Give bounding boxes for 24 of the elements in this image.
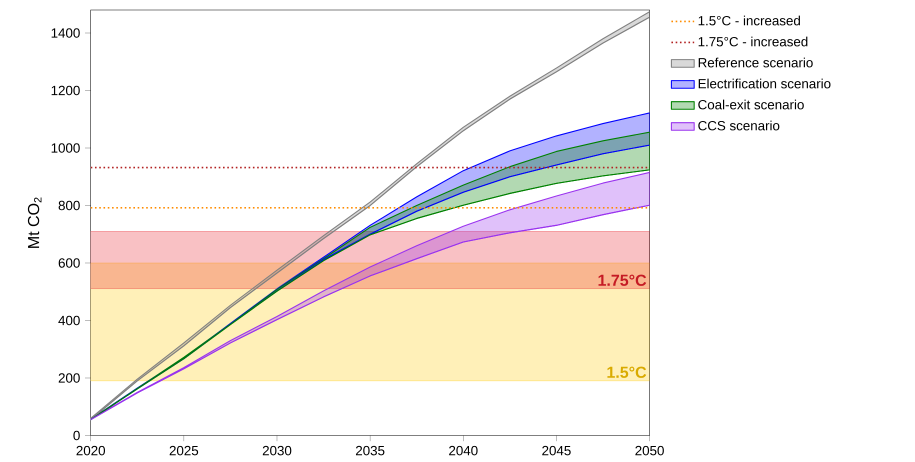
x-tick-label: 2020 bbox=[76, 446, 106, 456]
legend-label: 1.75°C - increased bbox=[698, 36, 808, 46]
y-tick-label: 1200 bbox=[52, 86, 80, 96]
y-tick-label: 400 bbox=[58, 316, 80, 326]
y-tick-label: 200 bbox=[58, 373, 80, 383]
legend-label: Reference scenario bbox=[698, 58, 813, 68]
legend-label: 1.5°C - increased bbox=[698, 16, 800, 26]
band-label: 1.5°C bbox=[607, 366, 646, 378]
x-tick-label: 2050 bbox=[635, 446, 664, 456]
x-tick-label: 2025 bbox=[170, 446, 198, 456]
y-tick-label: 1400 bbox=[52, 28, 80, 38]
x-tick-label: 2045 bbox=[542, 446, 571, 456]
y-tick-label: 1000 bbox=[52, 143, 80, 153]
band-label: 1.75°C bbox=[598, 274, 646, 286]
y-tick-label: 800 bbox=[58, 200, 80, 210]
y-axis-title: Mt CO$_{2}$ bbox=[28, 197, 42, 248]
legend-label: CCS scenario bbox=[698, 120, 780, 130]
y-tick-label: 0 bbox=[73, 430, 80, 440]
legend-label: Coal-exit scenario bbox=[698, 100, 804, 110]
x-tick-label: 2030 bbox=[262, 446, 292, 456]
y-tick-label: 600 bbox=[58, 258, 80, 268]
x-tick-label: 2035 bbox=[356, 446, 384, 456]
legend-label: Electrification scenario bbox=[698, 78, 830, 88]
x-tick-label: 2040 bbox=[449, 446, 478, 456]
